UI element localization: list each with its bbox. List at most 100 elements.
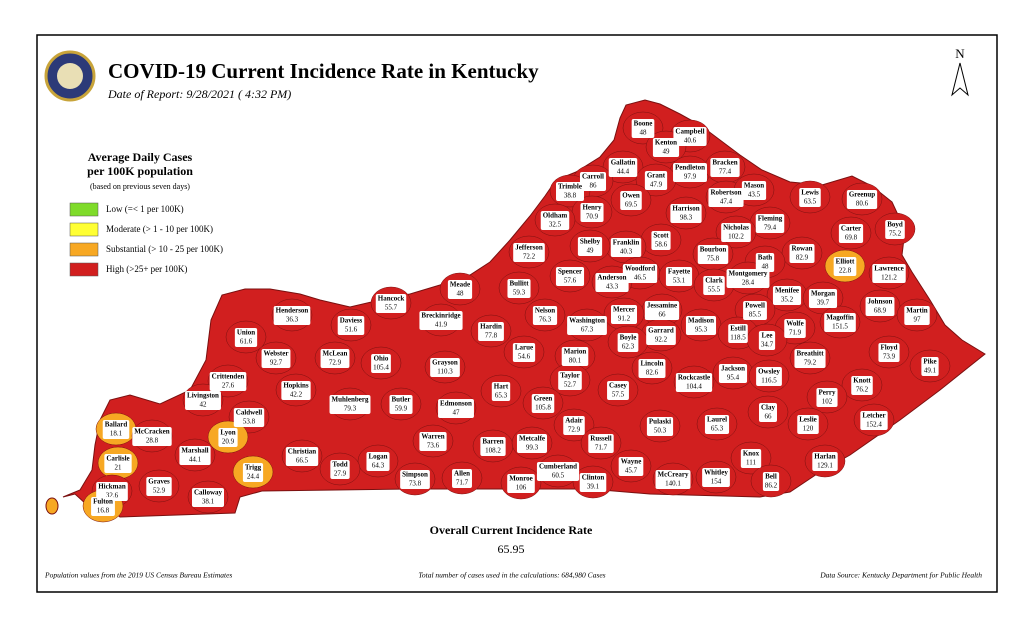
county-name: Morgan [811, 290, 835, 298]
label-background [104, 454, 132, 473]
label-background [608, 158, 638, 177]
footer-left: Population values from the 2019 US Censu… [44, 571, 232, 580]
county-name: Hopkins [283, 382, 309, 390]
county-value: 69.5 [625, 201, 638, 209]
county-value: 70.9 [586, 213, 599, 221]
county-value: 43.3 [606, 283, 619, 291]
county-name: Grayson [432, 359, 458, 367]
county-name: Carter [841, 225, 861, 233]
county-value: 73.9 [883, 353, 896, 361]
county-value: 50.3 [654, 427, 667, 435]
county-value: 71.7 [456, 479, 469, 487]
county-value: 48 [762, 263, 770, 271]
county-value: 27.6 [222, 382, 235, 390]
county-name: Pike [923, 358, 936, 366]
county-name: Breathitt [796, 350, 824, 358]
label-background [702, 468, 730, 487]
county-name: Fleming [758, 215, 783, 223]
label-background [507, 279, 531, 298]
county-name: Nelson [535, 307, 555, 315]
county-name: Lincoln [641, 360, 664, 368]
label-background [673, 127, 707, 146]
label-background [670, 204, 702, 223]
label-background [904, 306, 930, 325]
county-name: Magoffin [826, 314, 854, 322]
label-background [784, 319, 806, 338]
label-background [242, 463, 264, 482]
county-value: 40.6 [684, 137, 697, 145]
county-value: 57.5 [612, 391, 625, 399]
county-value: 121.2 [881, 274, 897, 282]
county-name: Webster [264, 350, 289, 358]
county-name: Elliott [836, 258, 855, 266]
label-background [132, 427, 172, 446]
label-background [872, 264, 906, 283]
county-name: Ballard [105, 421, 128, 429]
county-name: Caldwell [236, 409, 263, 417]
county-name: Jessamine [647, 302, 677, 310]
label-background [740, 449, 762, 468]
legend-swatch [69, 222, 99, 237]
county-name: Leslie [799, 416, 817, 424]
county-value: 28.8 [146, 437, 159, 445]
county-value: 75.8 [707, 255, 720, 263]
county-value: 28.4 [742, 279, 755, 287]
county-value: 95.3 [695, 326, 708, 334]
label-background [337, 316, 365, 335]
county-value: 111 [746, 459, 756, 467]
county-value: 69.8 [845, 234, 858, 242]
label-background [758, 331, 776, 350]
county-value: 76.2 [856, 386, 869, 394]
county-value: 71.9 [789, 329, 802, 337]
county-name: Montgomery [729, 270, 768, 278]
label-background [480, 437, 506, 456]
county-name: Scott [653, 232, 669, 240]
county-value: 80.6 [856, 200, 869, 208]
county-value: 102 [822, 398, 833, 406]
label-background [620, 191, 642, 210]
label-background [218, 428, 238, 447]
county-value: 82.6 [646, 369, 659, 377]
county-name: Warren [421, 433, 444, 441]
legend-label: High (>25+ per 100K) [106, 264, 187, 274]
county-value: 86.2 [765, 482, 778, 490]
county-value: 97.9 [684, 173, 697, 181]
legend-title: Average Daily Cases [88, 150, 193, 164]
label-background [646, 417, 674, 436]
county-value: 52.9 [153, 487, 166, 495]
county-name: Barren [482, 438, 503, 446]
county-value: 35.2 [781, 296, 794, 304]
title: COVID-19 Current Incidence Rate in Kentu… [108, 59, 539, 83]
county-value: 47 [453, 409, 461, 417]
county-name: Trigg [245, 464, 262, 472]
label-background [772, 286, 802, 305]
